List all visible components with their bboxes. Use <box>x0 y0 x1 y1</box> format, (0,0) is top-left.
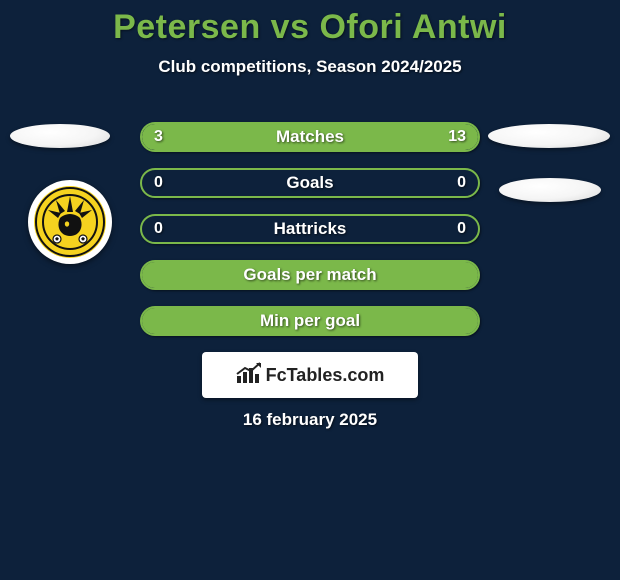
bar-chart-arrow-icon <box>236 362 262 389</box>
stat-row: 00Goals <box>140 168 480 198</box>
flag-placeholder-right <box>488 124 610 148</box>
stats-panel: 313Matches 00Goals 00Hattricks Goals per ma… <box>140 122 480 352</box>
comparison-widget: Petersen vs Ofori Antwi Club competition… <box>0 0 620 580</box>
kaizer-chiefs-icon <box>34 186 106 258</box>
stat-label: Goals per match <box>142 262 478 288</box>
stat-row: 313Matches <box>140 122 480 152</box>
flag-placeholder-left <box>10 124 110 148</box>
stat-row: Min per goal <box>140 306 480 336</box>
stat-row: Goals per match <box>140 260 480 290</box>
stat-label: Goals <box>142 170 478 196</box>
stat-label: Min per goal <box>142 308 478 334</box>
stat-label: Matches <box>142 124 478 150</box>
club-placeholder-right <box>499 178 601 202</box>
page-subtitle: Club competitions, Season 2024/2025 <box>0 57 620 77</box>
team-badge-left <box>28 180 112 264</box>
stat-row: 00Hattricks <box>140 214 480 244</box>
page-title: Petersen vs Ofori Antwi <box>0 0 620 47</box>
date-text: 16 february 2025 <box>0 410 620 430</box>
fctables-logo[interactable]: FcTables.com <box>202 352 418 398</box>
stat-label: Hattricks <box>142 216 478 242</box>
logo-text: FcTables.com <box>266 365 385 386</box>
